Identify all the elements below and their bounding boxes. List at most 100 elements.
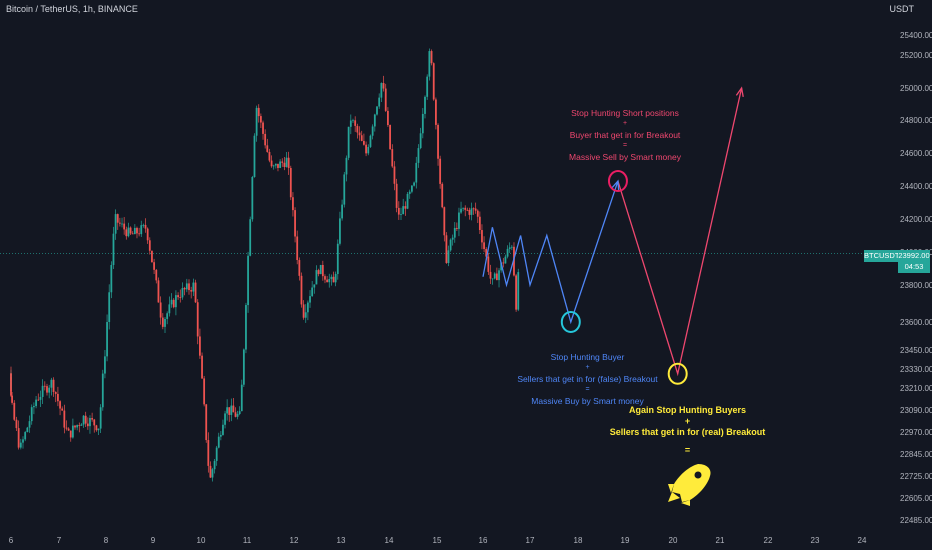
candle-body	[63, 410, 66, 428]
candle-body	[513, 246, 515, 276]
candle-body	[251, 176, 254, 220]
candle-body	[161, 317, 164, 327]
candle-body	[324, 276, 326, 280]
candle-body	[268, 151, 271, 161]
candle-body	[455, 227, 458, 229]
candle-body	[65, 427, 68, 429]
candle-body	[28, 421, 31, 428]
y-tick-label: 22845.00	[900, 450, 932, 459]
candle-body	[97, 428, 100, 431]
candle-body	[59, 401, 61, 409]
candle-body	[78, 424, 81, 426]
candle-body	[35, 399, 37, 407]
candle-body	[121, 223, 123, 225]
candle-body	[384, 88, 387, 111]
y-tick-label: 23330.00	[900, 365, 932, 374]
candle-body	[71, 425, 74, 438]
candle-body	[264, 133, 267, 146]
x-tick-label: 22	[764, 536, 773, 545]
candle-body	[179, 297, 182, 298]
candle-body	[397, 207, 400, 215]
candle-body	[118, 222, 121, 224]
candle-body	[257, 107, 260, 117]
candle-body	[493, 273, 496, 279]
candle-body	[369, 135, 372, 147]
candle-body	[345, 157, 348, 175]
candle-body	[485, 248, 488, 257]
marker-circle-cyan	[560, 311, 581, 333]
candle-body	[164, 318, 166, 327]
x-tick-label: 15	[433, 536, 442, 545]
candle-body	[515, 275, 518, 310]
candle-body	[483, 242, 485, 249]
annotation-breakout-equals: =	[684, 445, 691, 455]
candle-body	[498, 270, 500, 281]
candle-body	[517, 272, 520, 310]
candle-body	[108, 292, 111, 323]
candle-body	[199, 336, 201, 356]
candle-body	[277, 163, 279, 168]
candle-body	[24, 432, 27, 440]
y-tick-label: 25400.00	[900, 31, 932, 40]
candle-body	[406, 193, 409, 209]
candle-body	[430, 51, 433, 64]
projection-paths	[482, 86, 744, 377]
candle-body	[311, 287, 314, 297]
candle-body	[148, 240, 151, 251]
price-axis[interactable]: 25400.00 25200.00 25000.00 24800.00 24600.00…	[900, 31, 932, 525]
candle-body	[86, 423, 89, 427]
candle-body	[127, 227, 130, 237]
annotation-sell-equals: =	[622, 142, 628, 149]
candle-body	[491, 278, 494, 280]
x-tick-label: 10	[197, 536, 206, 545]
candle-body	[380, 83, 383, 98]
candle-body	[125, 229, 128, 237]
candle-body	[393, 166, 396, 184]
candle-body	[194, 282, 197, 303]
candle-body	[188, 283, 190, 291]
candle-body	[451, 237, 454, 240]
candle-body	[439, 158, 442, 184]
candle-body	[272, 165, 275, 167]
x-tick-label: 17	[526, 536, 535, 545]
annotation-buy: Stop Hunting Buyer + Sellers that get in…	[495, 351, 680, 407]
y-tick-label: 23210.00	[900, 384, 932, 393]
candle-body	[209, 465, 212, 478]
annotation-buy-line2: Sellers that get in for (false) Breakout	[517, 374, 658, 384]
candles	[10, 48, 520, 482]
candle-body	[476, 210, 479, 217]
y-tick-label: 24600.00	[900, 149, 932, 158]
projection-blue-path	[482, 180, 619, 325]
candle-body	[354, 120, 357, 126]
annotation-sell-plus: +	[622, 120, 628, 127]
annotation-sell: Stop Hunting Short positions + Buyer tha…	[530, 107, 720, 163]
candle-body	[138, 233, 141, 235]
candle-body	[332, 276, 335, 283]
candle-body	[207, 440, 210, 466]
candle-body	[408, 191, 411, 194]
x-tick-label: 21	[716, 536, 725, 545]
y-tick-label: 24400.00	[900, 182, 932, 191]
candle-body	[432, 63, 435, 100]
candle-body	[82, 415, 85, 425]
annotation-sell-line3: Massive Sell by Smart money	[569, 152, 681, 162]
x-tick-label: 9	[151, 536, 156, 545]
candle-body	[61, 408, 64, 411]
candle-body	[190, 290, 193, 292]
candle-body	[387, 110, 389, 126]
candle-body	[181, 287, 184, 298]
time-axis[interactable]: 6 7 8 9 10 11 12 13 14 15 16 17 18 19 20 21 22 23 24	[9, 536, 867, 545]
candle-body	[245, 305, 247, 350]
candle-body	[222, 424, 224, 435]
candle-body	[95, 425, 98, 431]
x-tick-label: 11	[243, 536, 252, 545]
candle-body	[146, 228, 149, 241]
candle-body	[168, 304, 171, 314]
candle-body	[101, 373, 104, 408]
candle-body	[413, 182, 415, 186]
candle-body	[151, 250, 153, 263]
candle-body	[10, 381, 12, 391]
last-price-value: 23992.00	[898, 251, 930, 260]
candle-body	[91, 418, 94, 420]
